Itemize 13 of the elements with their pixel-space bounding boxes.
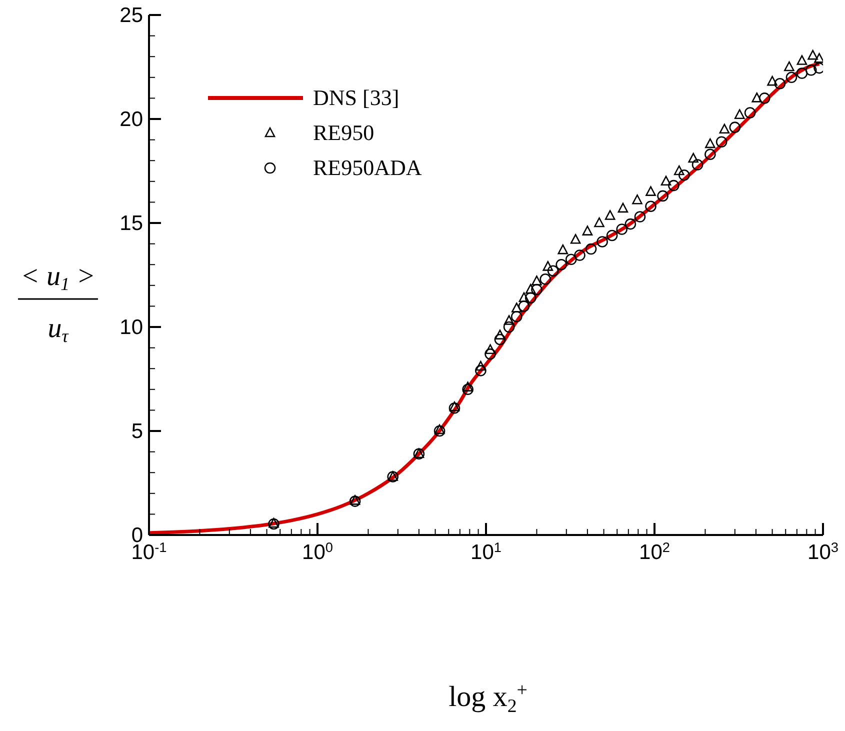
x-tick-label: 10$^{0}$: [302, 540, 334, 564]
x-tick-label: 10$^{3}$: [808, 540, 838, 564]
legend-label: DNS [33]: [313, 84, 400, 110]
legend-label: RE950: [313, 120, 374, 146]
y-tick-label: 25: [120, 4, 143, 27]
y-tick-label: 15: [120, 212, 143, 235]
y-tick-label: 20: [120, 108, 143, 131]
y-tick-label: 5: [131, 420, 143, 443]
legend-label: RE950ADA: [313, 154, 422, 180]
x-tick-label: 10$^{1}$: [470, 540, 502, 564]
y-axis-title: < u$_{1}$ > u$_{τ}$: [20, 261, 96, 346]
y-tick-label: 10: [120, 316, 143, 339]
x-tick-label: 10$^{2}$: [639, 540, 670, 564]
